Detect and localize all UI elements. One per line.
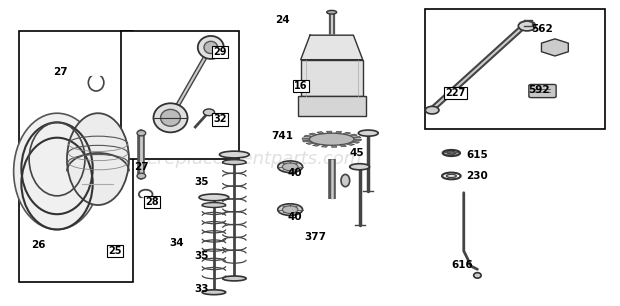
Text: 25: 25 (108, 246, 122, 256)
Polygon shape (351, 141, 360, 143)
Ellipse shape (14, 113, 100, 230)
Text: 33: 33 (194, 284, 209, 294)
Polygon shape (301, 35, 363, 60)
Ellipse shape (358, 130, 378, 136)
Text: 28: 28 (145, 197, 159, 207)
Polygon shape (302, 138, 310, 139)
Text: 741: 741 (271, 131, 293, 141)
Text: 562: 562 (531, 24, 554, 34)
Polygon shape (303, 140, 311, 142)
Ellipse shape (198, 36, 224, 59)
Bar (19, 31, 133, 282)
Text: 615: 615 (466, 150, 489, 159)
Polygon shape (347, 35, 353, 60)
Text: ereplacementparts.com: ereplacementparts.com (146, 150, 362, 168)
Ellipse shape (203, 109, 215, 116)
Text: 35: 35 (194, 251, 209, 260)
Ellipse shape (425, 106, 439, 114)
Ellipse shape (204, 41, 218, 54)
Polygon shape (322, 145, 328, 147)
Ellipse shape (341, 174, 350, 187)
Bar (301, 60, 363, 96)
Text: 26: 26 (31, 240, 46, 250)
Text: 616: 616 (451, 260, 473, 270)
Polygon shape (353, 139, 361, 141)
Ellipse shape (283, 163, 298, 171)
Ellipse shape (223, 276, 246, 281)
Ellipse shape (278, 161, 303, 173)
Text: 34: 34 (169, 238, 184, 248)
Polygon shape (306, 142, 314, 144)
Text: 40: 40 (287, 212, 302, 222)
Ellipse shape (283, 206, 298, 214)
Text: 29: 29 (213, 47, 227, 57)
Ellipse shape (202, 290, 226, 295)
Text: 592: 592 (529, 85, 550, 95)
Ellipse shape (443, 150, 460, 156)
Ellipse shape (67, 113, 129, 205)
Polygon shape (332, 145, 337, 147)
Polygon shape (312, 144, 321, 146)
Ellipse shape (327, 10, 337, 14)
Ellipse shape (219, 151, 249, 158)
Polygon shape (335, 131, 342, 133)
Text: 40: 40 (287, 168, 302, 178)
FancyBboxPatch shape (529, 84, 556, 98)
Ellipse shape (161, 110, 180, 126)
Text: 45: 45 (349, 148, 364, 158)
Polygon shape (309, 133, 317, 135)
Text: 377: 377 (304, 232, 326, 242)
Ellipse shape (137, 130, 146, 136)
Ellipse shape (137, 173, 146, 179)
Polygon shape (304, 135, 312, 137)
Ellipse shape (309, 133, 354, 145)
Ellipse shape (223, 160, 246, 165)
Ellipse shape (448, 152, 455, 154)
Polygon shape (339, 144, 347, 147)
Text: 27: 27 (53, 67, 68, 77)
Text: 24: 24 (275, 15, 290, 25)
Text: 227: 227 (446, 88, 466, 98)
Text: 16: 16 (294, 81, 308, 91)
Polygon shape (346, 143, 355, 145)
Polygon shape (327, 131, 332, 133)
Text: 27: 27 (134, 162, 149, 172)
Polygon shape (353, 136, 361, 138)
Ellipse shape (350, 164, 370, 170)
Polygon shape (349, 134, 358, 136)
Bar (425, 9, 604, 129)
Bar (298, 96, 366, 116)
Text: 230: 230 (466, 171, 489, 181)
Ellipse shape (518, 21, 536, 31)
Ellipse shape (474, 273, 481, 278)
Bar (121, 31, 239, 159)
Ellipse shape (153, 103, 187, 132)
Polygon shape (317, 132, 324, 134)
Polygon shape (541, 39, 569, 56)
Polygon shape (310, 35, 316, 60)
Text: 32: 32 (213, 114, 227, 124)
Text: 35: 35 (194, 177, 209, 187)
Ellipse shape (199, 194, 229, 201)
Polygon shape (343, 132, 351, 135)
Ellipse shape (278, 204, 303, 215)
Ellipse shape (202, 203, 226, 207)
